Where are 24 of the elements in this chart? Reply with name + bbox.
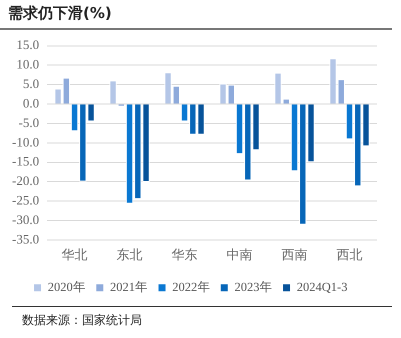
y-tick-label: -35.0 xyxy=(12,231,40,246)
legend-label: 2020年 xyxy=(48,280,86,294)
legend-label: 2023年 xyxy=(234,280,273,294)
x-tick-label: 中南 xyxy=(226,247,253,262)
y-tick-label: 10.0 xyxy=(16,56,40,72)
y-tick-label: 5.0 xyxy=(22,76,40,92)
x-tick-label: 华北 xyxy=(62,247,88,262)
y-tick-label: -15.0 xyxy=(12,154,40,169)
legend-label: 2021年 xyxy=(110,280,148,294)
x-tick-label: 东北 xyxy=(116,247,143,262)
x-tick-label: 华东 xyxy=(172,247,198,262)
y-tick-label: -5.0 xyxy=(18,114,40,130)
source-note: 数据来源：国家统计局 xyxy=(22,312,142,329)
y-tick-label: -10.0 xyxy=(12,134,40,150)
y-tick-label: 15.0 xyxy=(16,37,40,52)
y-tick-label: -25.0 xyxy=(12,192,40,208)
chart-title: 需求仍下滑(%) xyxy=(8,4,112,23)
y-tick-label: -20.0 xyxy=(12,173,40,188)
y-tick-label: 0.0 xyxy=(22,95,40,110)
x-tick-label: 西北 xyxy=(336,247,363,262)
legend-label: 2024Q1-3 xyxy=(296,280,348,294)
x-tick-label: 西南 xyxy=(282,247,308,262)
y-tick-label: -30.0 xyxy=(12,212,40,227)
legend-label: 2022年 xyxy=(172,280,210,294)
